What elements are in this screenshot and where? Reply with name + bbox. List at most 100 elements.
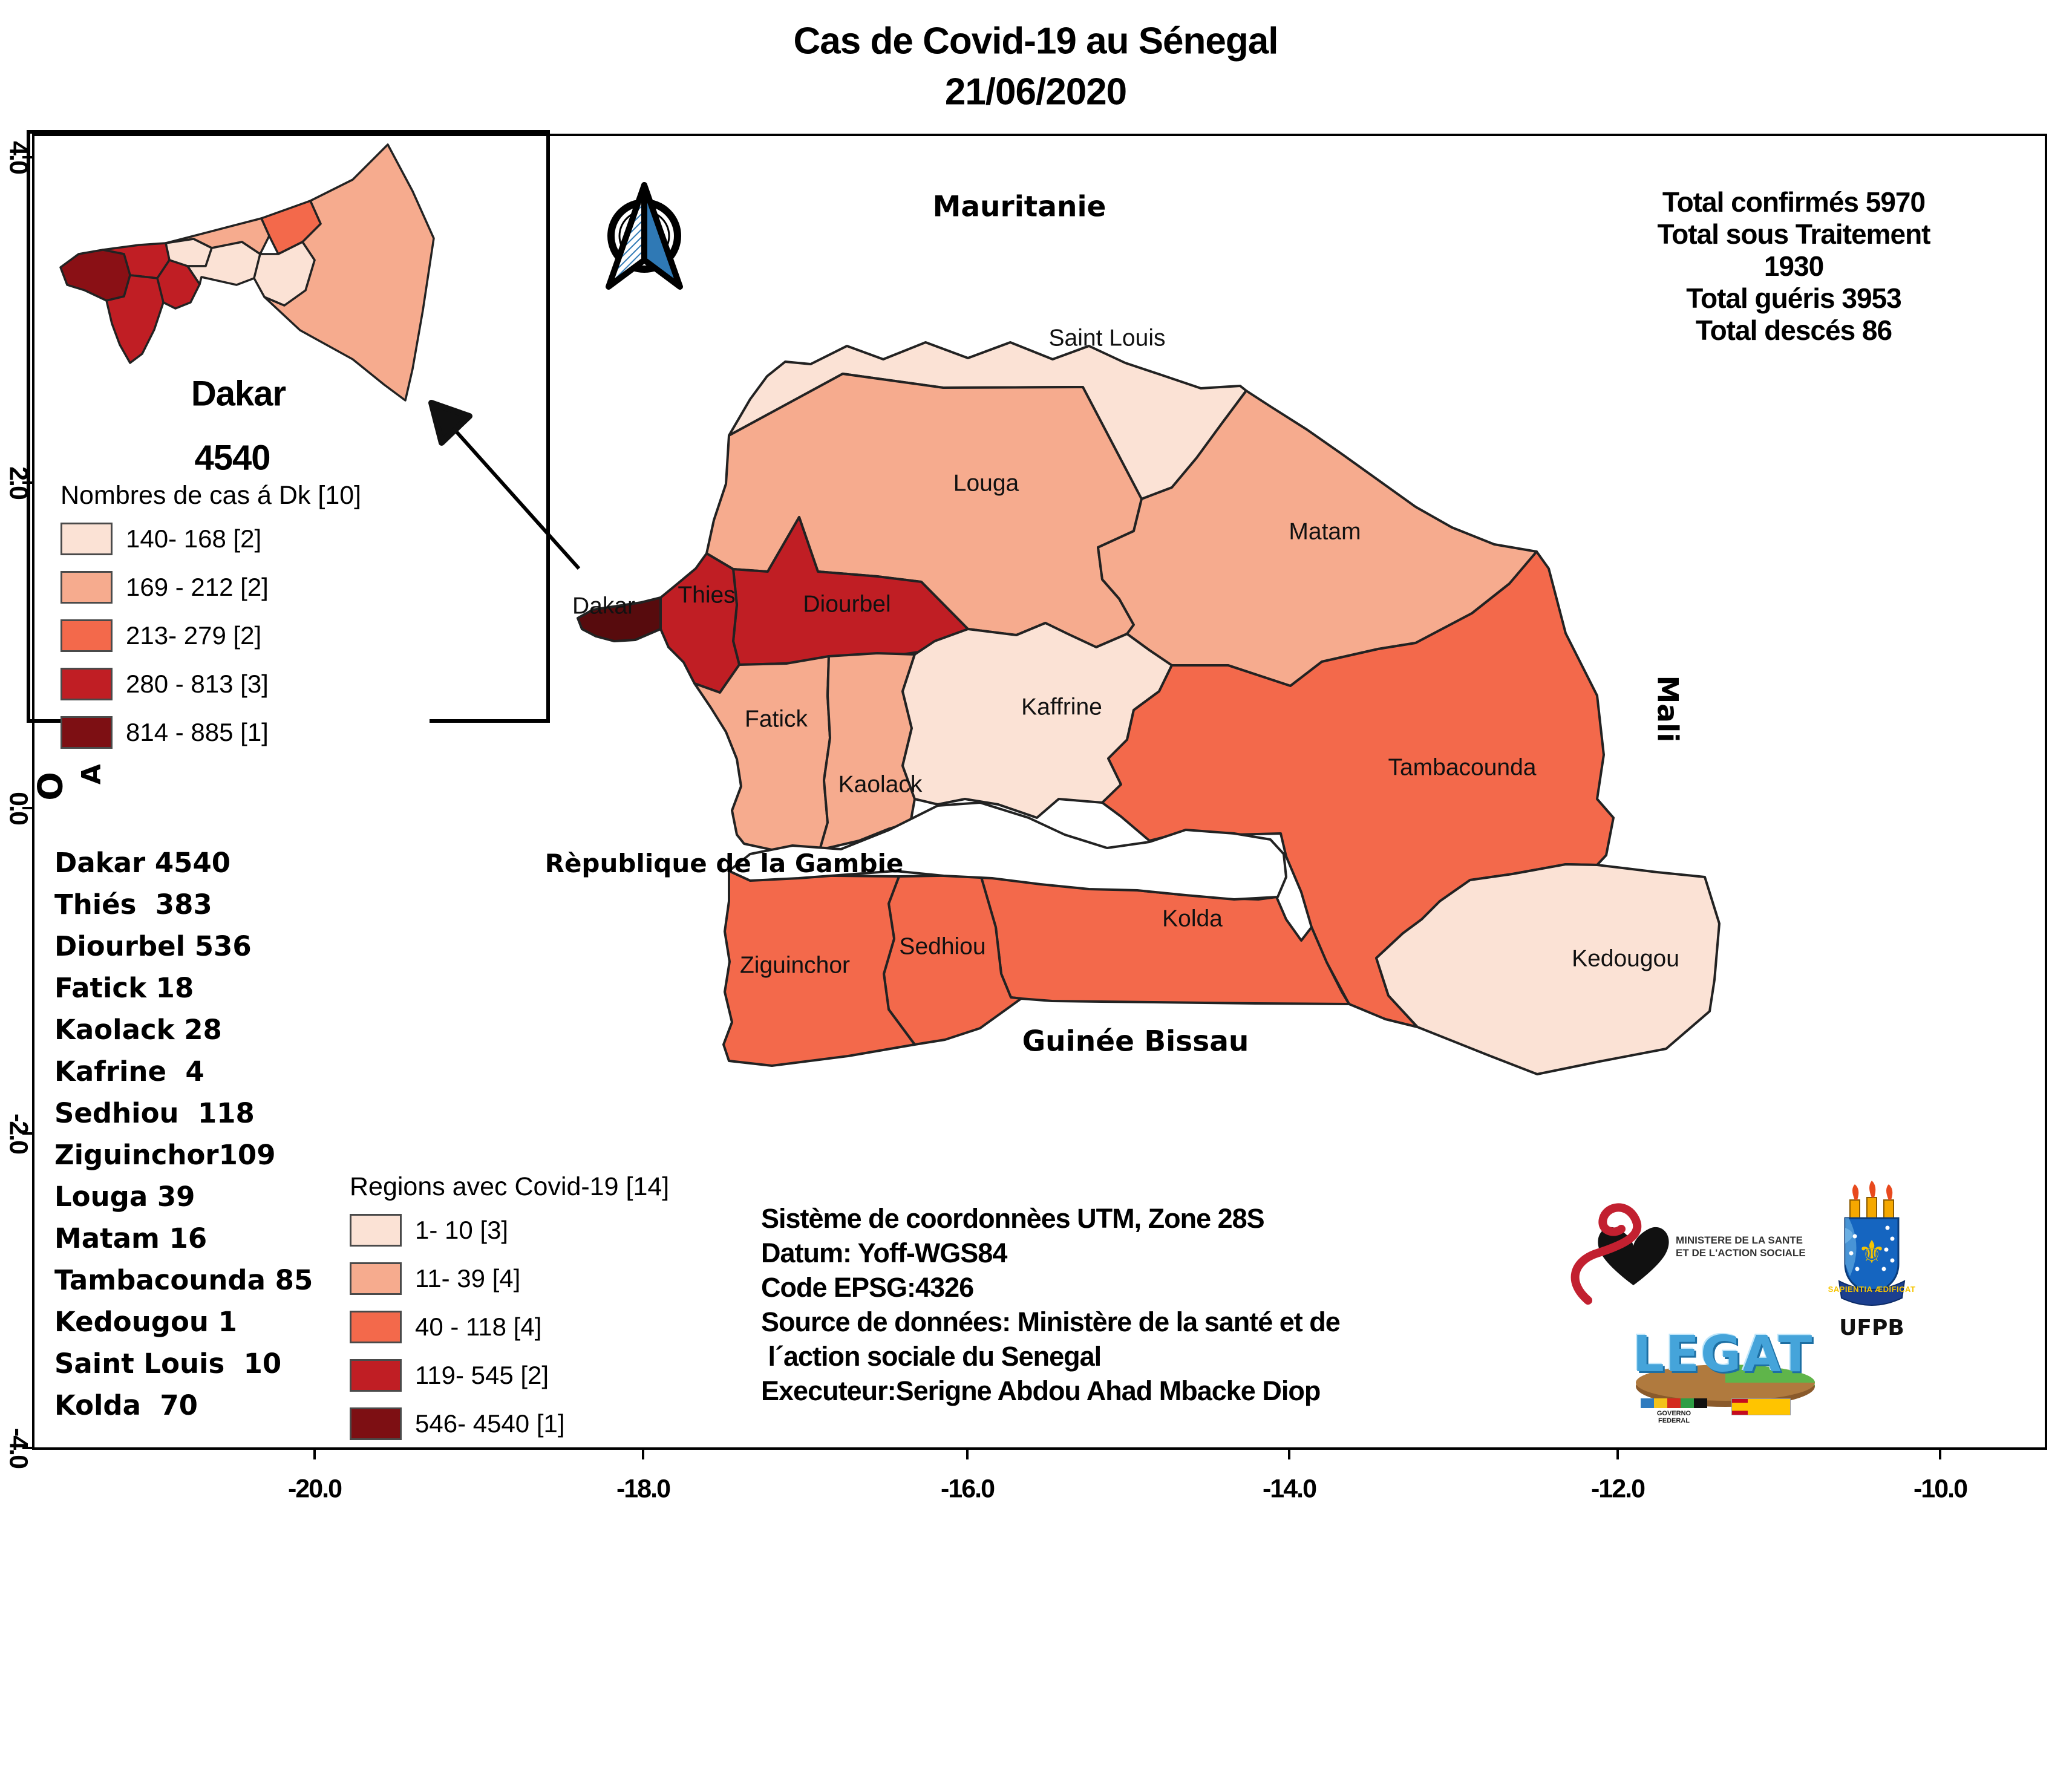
list-item: Sedhiou 118: [54, 1097, 255, 1129]
spain-flag-icon: [1732, 1399, 1748, 1415]
meta-source-2: l´action sociale du Senegal: [761, 1341, 1102, 1372]
legend-row: 814 - 885 [1]: [60, 716, 430, 749]
y-axis-tick-label: 0.0: [4, 792, 33, 824]
legend-swatch: [60, 523, 113, 555]
country-label-mali: Mali: [1650, 675, 1684, 743]
dakar-inset-districts: [59, 143, 435, 402]
legend-regions-title: Regions avec Covid-19 [14]: [350, 1172, 670, 1201]
legend-swatch: [60, 619, 113, 652]
x-axis-tick-label: -14.0: [1262, 1474, 1317, 1504]
list-item: Kolda 70: [54, 1389, 198, 1421]
legend-row: 140- 168 [2]: [60, 523, 430, 555]
legend-swatch: [350, 1214, 402, 1247]
brasil-logo: GOVERNO FEDERAL: [1641, 1398, 1707, 1424]
map-title-line2: 21/06/2020: [944, 71, 1127, 113]
region-label-louga: Louga: [953, 470, 1019, 497]
legend-regions-covid: Regions avec Covid-19 [14] 1- 10 [3] 11-…: [350, 1172, 688, 1456]
spain-flag-field: [1748, 1399, 1790, 1415]
region-label-dakar: Dakar: [572, 593, 636, 619]
region-kedougou: [1375, 863, 1721, 1075]
region-label-fatick: Fatick: [744, 706, 808, 732]
meta-datum: Datum: Yoff-WGS84: [761, 1237, 1007, 1268]
list-item: Louga 39: [54, 1181, 195, 1213]
legend-swatch: [350, 1311, 402, 1343]
region-label-sedhiou: Sedhiou: [899, 933, 986, 960]
list-item: Kafrine 4: [54, 1055, 204, 1087]
ufpb-label: UFPB: [1839, 1316, 1904, 1341]
list-item: Tambacounda 85: [54, 1264, 313, 1296]
north-arrow-icon: [606, 182, 683, 290]
legend-label: 11- 39 [4]: [415, 1264, 521, 1293]
legend-label: 546- 4540 [1]: [415, 1409, 565, 1438]
brasil-color-block: [1667, 1398, 1681, 1408]
list-item: Kedougou 1: [54, 1306, 237, 1338]
region-kaolack: [819, 652, 916, 851]
stat-treatment: Total sous Traitement: [1657, 218, 1930, 250]
inset-dakar-value: 4540: [194, 438, 270, 478]
stat-deaths: Total descés 86: [1695, 315, 1892, 346]
region-label-saint-louis: Saint Louis: [1048, 325, 1166, 351]
list-item: Saint Louis 10: [54, 1348, 282, 1380]
x-axis-tick-label: -16.0: [940, 1474, 995, 1504]
x-axis-tick-label: -10.0: [1913, 1474, 1968, 1504]
region-label-kedougou: Kedougou: [1572, 945, 1679, 972]
legend-row: 40 - 118 [4]: [350, 1311, 688, 1343]
brasil-governo-text: GOVERNO FEDERAL: [1656, 1410, 1691, 1424]
list-item: Ziguinchor109: [54, 1139, 276, 1171]
legend-label: 213- 279 [2]: [126, 621, 262, 650]
country-label-gambie: Rèpublique de la Gambie: [544, 848, 904, 878]
legend-label: 814 - 885 [1]: [126, 718, 269, 746]
inset-district-pink-3: [253, 241, 316, 307]
list-item: Fatick 18: [54, 972, 194, 1004]
x-axis-tick-label: -20.0: [287, 1474, 342, 1504]
legend-swatch: [60, 668, 113, 700]
list-item: Dakar 4540: [54, 847, 231, 879]
meta-coordinate-system: Sistème de coordonnèes UTM, Zone 28S: [761, 1203, 1265, 1234]
x-axis-tick-label: -12.0: [1590, 1474, 1646, 1504]
list-item: Diourbel 536: [54, 930, 252, 962]
region-kolda: [979, 874, 1350, 1005]
legend-swatch: [350, 1262, 402, 1295]
gambia-corridor: [728, 801, 1287, 901]
ufpb-motto: SAPIENTIA ÆDIFICAT: [1828, 1285, 1916, 1294]
brasil-color-block: [1681, 1398, 1694, 1408]
legend-dakar-cases: Nombres de cas á Dk [10] 140- 168 [2] 16…: [60, 481, 430, 765]
legend-swatch: [60, 716, 113, 749]
inset-district-maroon-west: [59, 249, 131, 302]
legend-row: 11- 39 [4]: [350, 1262, 688, 1295]
list-item: Thiés 383: [54, 888, 212, 921]
region-label-kaffrine: Kaffrine: [1021, 694, 1102, 720]
y-axis-tick-label: 4.0: [4, 141, 33, 174]
y-axis-tick-label: 2.0: [4, 466, 33, 499]
legend-row: 169 - 212 [2]: [60, 571, 430, 604]
stats-block: Total confirmés 5970 Total sous Traiteme…: [1555, 186, 2033, 347]
stat-treatment-value: 1930: [1763, 250, 1824, 282]
legend-label: 1- 10 [3]: [415, 1216, 509, 1244]
region-ziguinchor: [722, 870, 916, 1067]
legend-label: 119- 545 [2]: [415, 1361, 549, 1389]
metadata-block: Sistème de coordonnèes UTM, Zone 28S Dat…: [761, 1201, 1341, 1408]
region-label-matam: Matam: [1289, 518, 1361, 545]
legend-row: 213- 279 [2]: [60, 619, 430, 652]
y-axis-tick-label: -2.0: [4, 1113, 33, 1154]
inset-district-red-hook: [105, 274, 165, 364]
legend-label: 140- 168 [2]: [126, 524, 262, 553]
ministry-serpent-icon: [1570, 1203, 1642, 1305]
inset-dakar-label: Dakar: [191, 374, 286, 414]
region-dakar: [577, 596, 662, 642]
ministry-text-line2: ET DE L'ACTION SOCIALE: [1676, 1247, 1806, 1259]
brasil-color-block: [1694, 1398, 1707, 1408]
ministry-logo: [1570, 1203, 1669, 1305]
meta-executor: Executeur:Serigne Abdou Ahad Mbacke Diop: [761, 1375, 1321, 1406]
region-thies: [659, 552, 740, 694]
list-item: Matam 16: [54, 1222, 208, 1254]
inset-district-pink-2: [186, 241, 261, 286]
senegal-regions: [577, 341, 1721, 1075]
region-label-kolda: Kolda: [1162, 905, 1223, 932]
region-label-diourbel: Diourbel: [803, 591, 891, 618]
stat-recovered: Total guéris 3953: [1686, 282, 1901, 314]
legend-swatch: [60, 571, 113, 604]
region-label-tambacounda: Tambacounda: [1388, 754, 1537, 781]
